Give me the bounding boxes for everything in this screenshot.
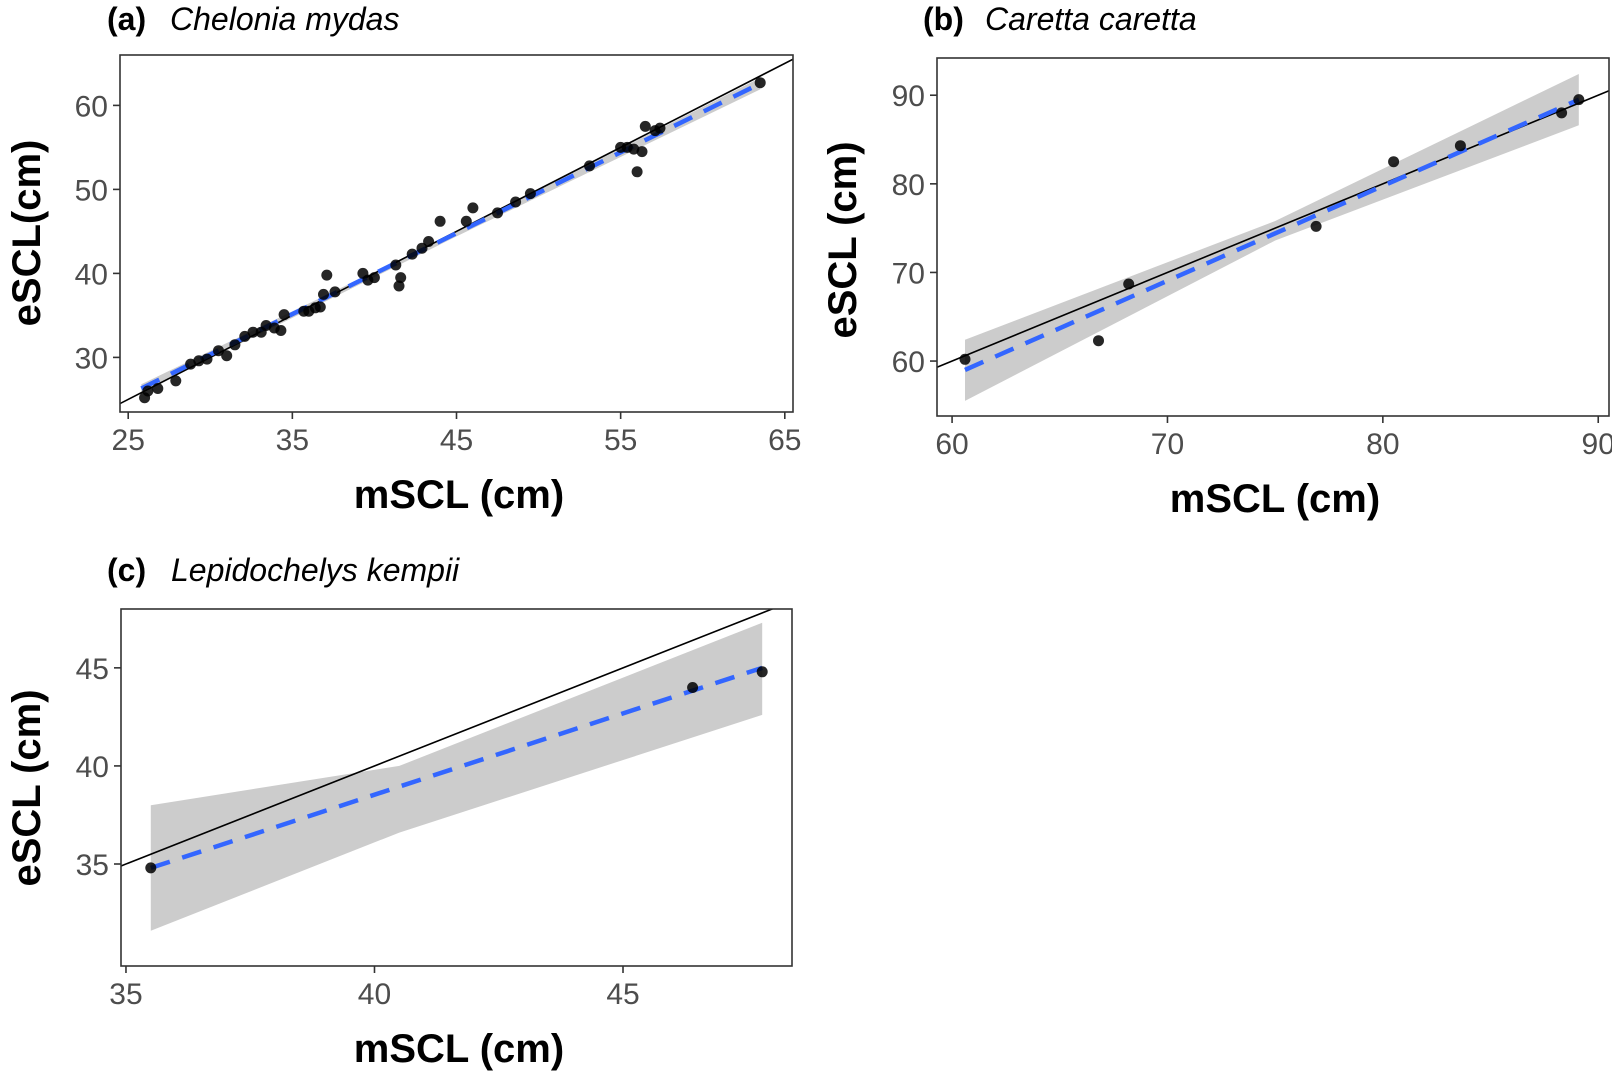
data-point [687, 682, 699, 693]
data-point [229, 339, 241, 351]
data-point [654, 122, 666, 134]
species-title: Chelonia mydas [170, 1, 399, 37]
x-tick-label: 65 [768, 424, 801, 457]
data-point [395, 272, 407, 284]
data-point [1310, 220, 1322, 232]
x-tick-label: 35 [276, 424, 309, 457]
x-axis-title: mSCL (cm) [354, 1027, 564, 1071]
x-tick-label: 40 [358, 978, 391, 1011]
data-point [170, 375, 182, 387]
panel-border [120, 608, 793, 967]
data-point [460, 215, 472, 227]
data-point [247, 326, 259, 338]
data-point [492, 207, 503, 219]
data-point [524, 188, 536, 200]
y-tick-label: 40 [75, 258, 108, 291]
y-tick-label: 50 [75, 174, 108, 207]
panel-label: (b) [923, 1, 964, 37]
data-point [406, 248, 418, 260]
x-tick-label: 35 [109, 978, 142, 1011]
panel-b: (b) Caretta caretta 60 70 80 90 60 70 80 90 mSC… [821, 1, 1612, 521]
data-point [434, 215, 446, 227]
y-tick-label: 80 [892, 169, 925, 202]
data-point [416, 242, 428, 254]
y-tick-label: 70 [892, 257, 925, 290]
plot-marks [121, 609, 775, 931]
y-tick-label: 40 [76, 751, 109, 784]
data-point [314, 301, 326, 313]
x-tick-label: 25 [112, 424, 145, 457]
plot-area: 60 70 80 90 60 70 80 90 [892, 57, 1612, 461]
data-point [239, 330, 251, 342]
data-point [213, 345, 224, 357]
x-axis-title: mSCL (cm) [354, 473, 564, 517]
plot-area: 25 35 45 55 65 30 40 50 60 [75, 54, 801, 457]
data-point [201, 353, 213, 365]
plot-area: 35 40 45 35 40 45 [76, 608, 793, 1011]
data-point [423, 236, 435, 247]
y-tick-label: 35 [76, 849, 109, 882]
panel-a: (a) Chelonia mydas 25 35 45 55 65 30 40 50 60 mS… [5, 1, 801, 517]
panel-label: (a) [107, 1, 146, 37]
data-point [368, 272, 380, 284]
data-point [221, 350, 233, 362]
data-point [390, 259, 402, 271]
x-tick-label: 90 [1582, 428, 1612, 461]
data-point [275, 325, 287, 336]
regression-fit-line [150, 665, 763, 871]
confidence-band [965, 74, 1579, 401]
x-tick-label: 80 [1366, 428, 1399, 461]
data-point [1556, 107, 1568, 119]
one-to-one-line [121, 609, 775, 867]
y-tick-label: 60 [892, 346, 925, 379]
y-tick-label: 90 [892, 80, 925, 113]
data-point [278, 309, 290, 321]
panel-border [936, 57, 1610, 417]
x-tick-label: 60 [935, 428, 968, 461]
plot-marks [937, 74, 1609, 401]
data-point [510, 196, 522, 208]
confidence-band [150, 622, 763, 931]
data-point [321, 269, 333, 281]
data-point [754, 77, 766, 89]
data-point [329, 286, 341, 298]
species-title: Lepidochelys kempii [171, 552, 460, 588]
data-point [631, 166, 643, 178]
species-title: Caretta caretta [985, 1, 1197, 37]
data-point [193, 355, 205, 367]
x-tick-label: 45 [606, 978, 639, 1011]
data-point [584, 160, 595, 172]
x-tick-label: 55 [604, 424, 637, 457]
data-point [636, 146, 648, 158]
y-axis-title: eSCL(cm) [5, 140, 49, 327]
y-tick-label: 30 [75, 342, 108, 375]
data-point [756, 666, 768, 678]
data-point [318, 288, 329, 300]
data-point [467, 202, 479, 214]
data-point [152, 383, 164, 394]
y-tick-label: 45 [76, 653, 109, 686]
data-point [1093, 335, 1104, 347]
one-to-one-line [937, 90, 1609, 369]
x-tick-label: 70 [1151, 428, 1184, 461]
data-point [142, 385, 154, 397]
panel-c: (c) Lepidochelys kempii 35 40 45 35 40 45 mSC… [5, 552, 793, 1071]
y-axis-title: eSCL (cm) [821, 141, 865, 338]
y-tick-label: 60 [75, 90, 108, 123]
panel-label: (c) [107, 552, 146, 588]
y-axis-title: eSCL (cm) [5, 689, 49, 886]
x-tick-label: 45 [440, 424, 473, 457]
data-point [1123, 278, 1135, 290]
plot-marks [120, 58, 793, 405]
data-point [145, 862, 157, 874]
regression-fit-line [964, 97, 1580, 372]
data-point [1573, 94, 1585, 106]
x-axis-title: mSCL (cm) [1170, 477, 1380, 521]
data-point [1388, 156, 1400, 168]
data-point [1454, 140, 1466, 152]
data-point [959, 353, 971, 365]
data-point [393, 280, 405, 292]
data-point [639, 120, 651, 132]
